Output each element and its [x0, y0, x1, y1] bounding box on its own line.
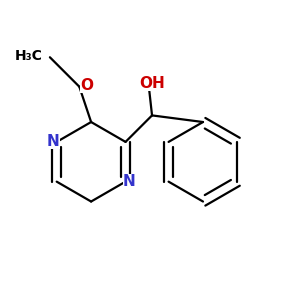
Text: OH: OH: [139, 76, 165, 91]
Text: H₃C: H₃C: [15, 49, 43, 63]
Text: N: N: [47, 134, 59, 149]
Text: N: N: [123, 174, 135, 189]
Text: O: O: [80, 78, 93, 93]
